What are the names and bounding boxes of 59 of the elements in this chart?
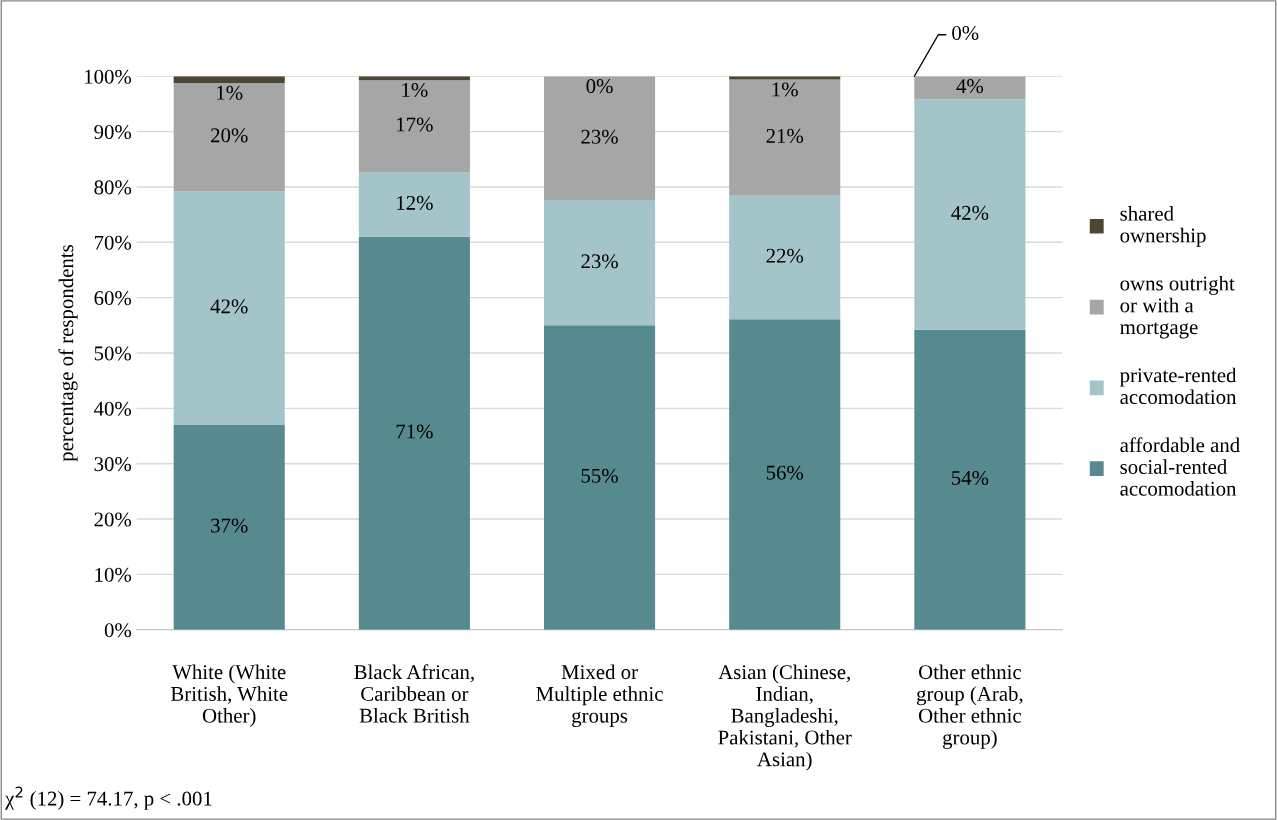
x-tick-label: White (White British, White Other) [170, 664, 288, 727]
bar [358, 80, 470, 173]
data-label: 55% [581, 468, 618, 483]
bar [729, 76, 841, 80]
data-label: 42% [951, 205, 989, 220]
legend-label: owns outright or with a mortgage [1120, 275, 1235, 339]
x-tick-label: Mixed or Multiple ethnic groups [536, 664, 663, 727]
y-tick-label: 70% [94, 235, 132, 250]
y-axis-title: percentage of respondents [58, 245, 78, 462]
y-tick-label: 20% [94, 512, 132, 527]
data-label: 4% [956, 79, 984, 94]
bar [914, 99, 1026, 330]
bar [914, 329, 1026, 630]
data-label: 56% [766, 465, 804, 480]
data-label: 21% [766, 128, 804, 143]
data-label: 0% [586, 79, 613, 94]
bar [173, 424, 285, 630]
data-label: 17% [397, 117, 433, 132]
y-tick-label: 50% [94, 346, 132, 361]
x-tick-label: Other ethnic group (Arab, Other ethnic group) [916, 664, 1023, 749]
bar [729, 195, 841, 320]
data-label: 23% [581, 129, 618, 144]
bar [544, 325, 656, 630]
bar [173, 76, 285, 83]
legend-label: private-rented accomodation [1119, 367, 1237, 405]
y-tick-label: 60% [94, 291, 132, 306]
x-tick-label: Black African, Caribbean or Black British [354, 664, 474, 723]
bar [729, 79, 841, 196]
bar [544, 76, 656, 201]
y-tick-label: 0% [104, 623, 132, 638]
bar [729, 319, 841, 630]
x-tick-label: Asian (Chinese, Indian, Bangladeshi, Pakistani, Other Asian) [718, 664, 852, 771]
data-label: 1% [217, 85, 243, 100]
data-label: 1% [772, 82, 798, 97]
data-label: 42% [210, 299, 248, 314]
data-label: 71% [396, 424, 433, 439]
y-tick-label: 80% [94, 180, 132, 195]
bar [358, 172, 470, 237]
bar [544, 200, 656, 326]
y-tick-label: 30% [94, 457, 132, 472]
text: χ$^{2}$ (12) = 74.17, p < .001 [5, 786, 212, 810]
data-label: 12% [397, 195, 433, 210]
data-label: 1% [402, 82, 428, 98]
bar [914, 76, 1026, 100]
data-label: 22% [766, 248, 804, 263]
bar [173, 82, 285, 192]
y-tick-label: 90% [94, 124, 132, 140]
legend-label: affordable and social-rented accomodation [1120, 437, 1240, 496]
y-tick-label: 10% [95, 567, 132, 582]
y-tick-label: 100% [85, 69, 132, 84]
data-label: 23% [581, 254, 618, 269]
data-label: 54% [952, 470, 989, 486]
annotation: 0% [952, 25, 979, 41]
data-label: 20% [211, 128, 248, 143]
bar [358, 236, 470, 630]
data-label: 37% [211, 518, 248, 533]
bar [173, 191, 285, 425]
legend-label: shared ownership [1120, 206, 1206, 247]
y-tick-label: 40% [94, 401, 132, 416]
